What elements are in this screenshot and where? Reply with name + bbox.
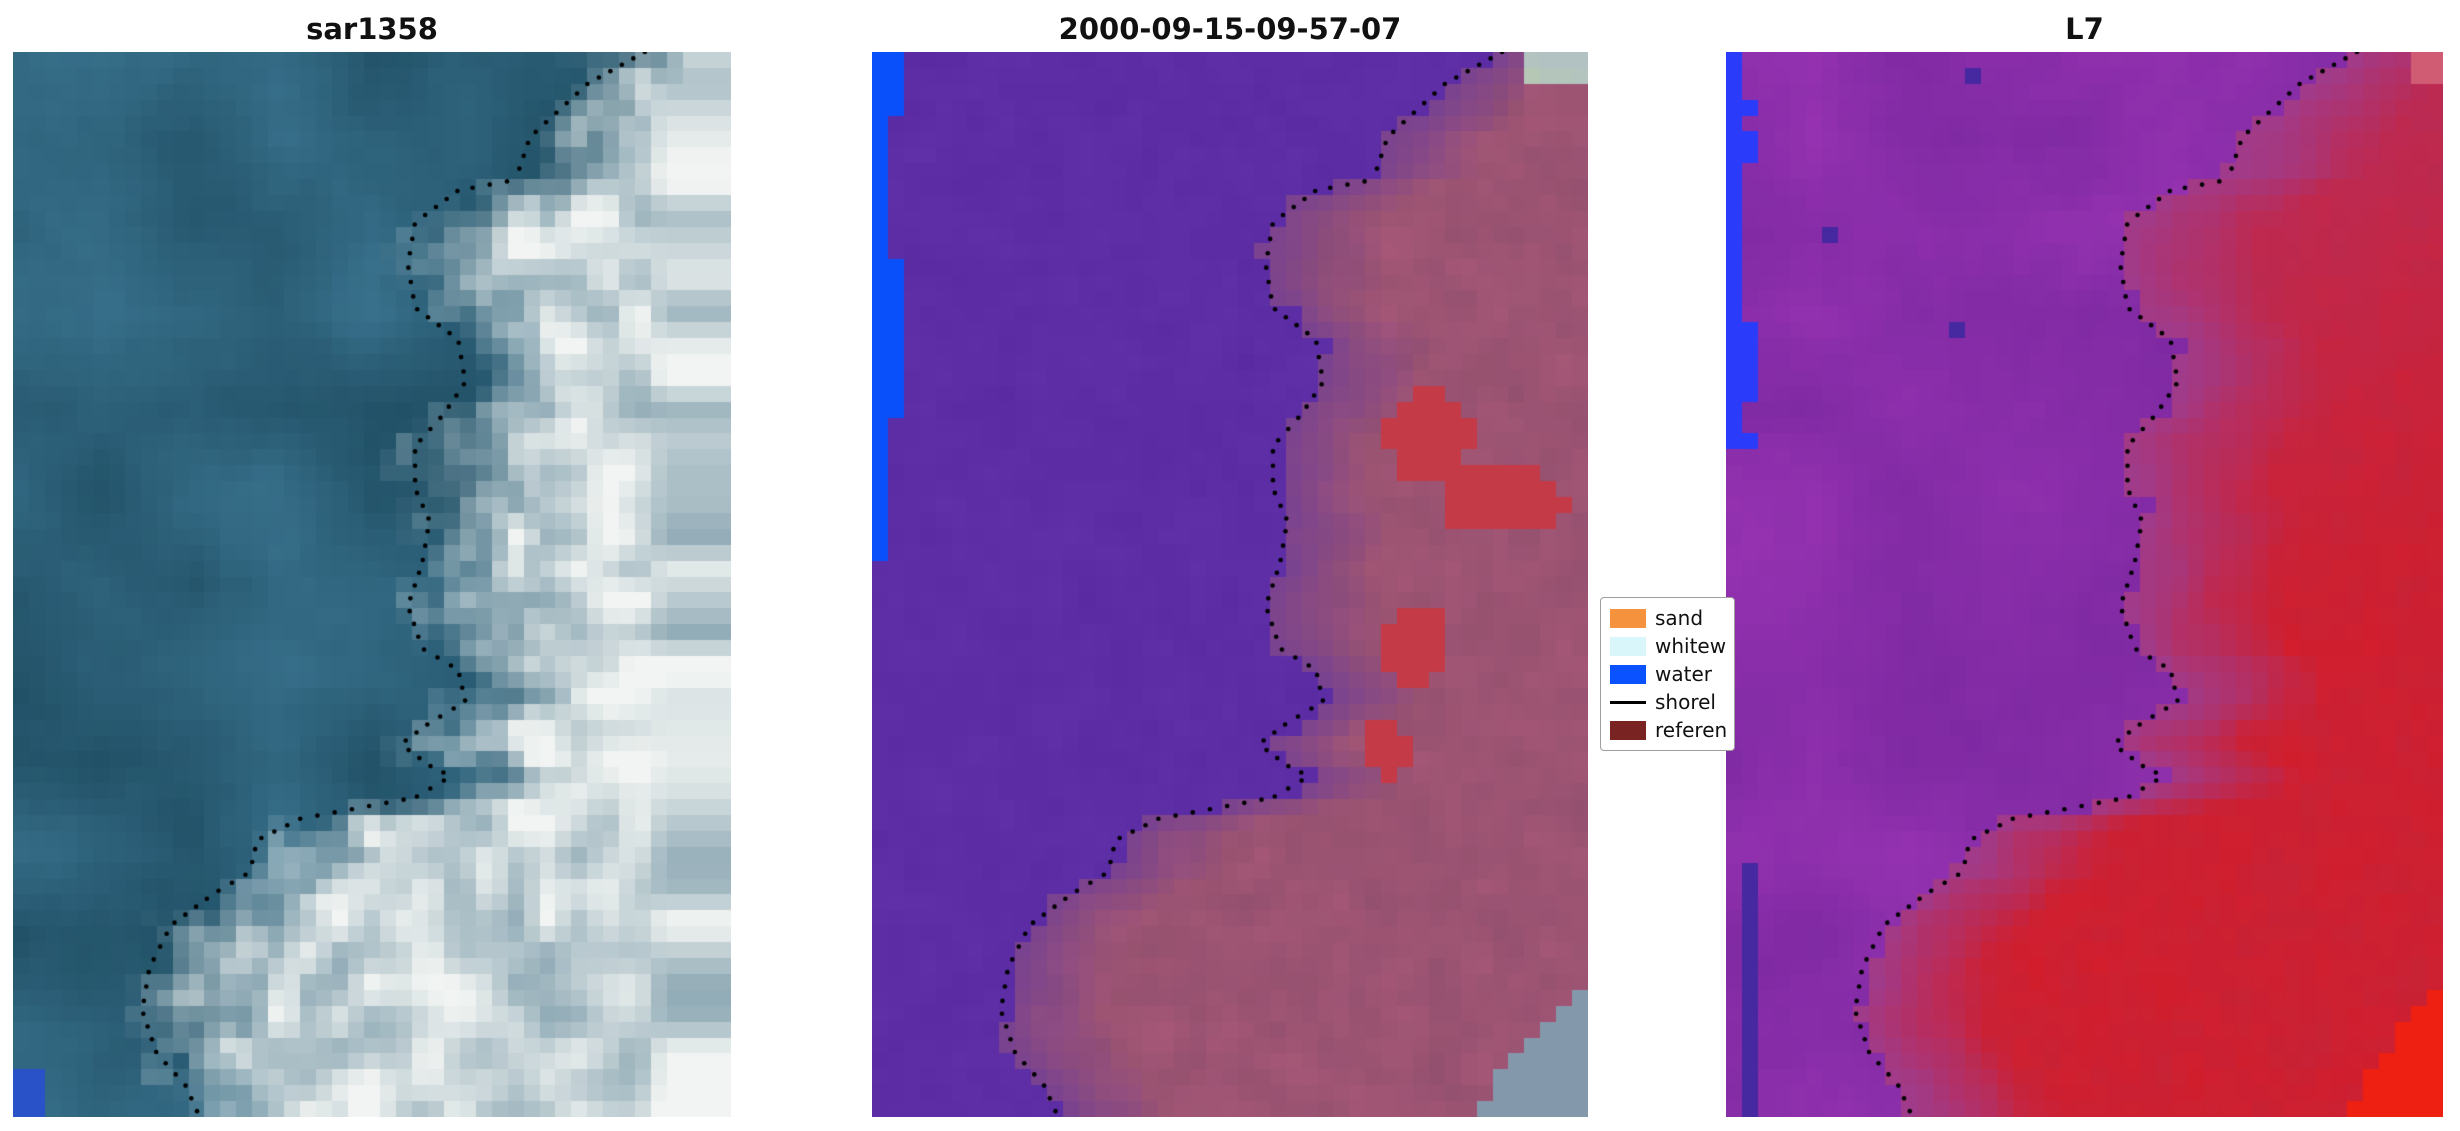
sar-image (13, 52, 731, 1117)
l7-image (1726, 52, 2443, 1117)
whitewater-swatch-icon (1610, 636, 1646, 656)
panel-classified-scene: 2000-09-15-09-57-07 (872, 6, 1588, 1117)
legend-item-whitewater: whitew (1610, 632, 1734, 660)
legend-label-water: water (1655, 662, 1712, 686)
legend-label-shoreline: shorel (1655, 690, 1716, 714)
panel-sar1358: sar1358 (13, 6, 731, 1117)
panel-title-classified-scene: 2000-09-15-09-57-07 (1058, 12, 1402, 46)
reference-shoreline-swatch-icon (1610, 720, 1646, 740)
legend-item-water: water (1610, 660, 1734, 688)
legend-item-sand: sand (1610, 604, 1734, 632)
panel-title-sar1358: sar1358 (306, 12, 438, 46)
legend-label-reference: referen (1655, 718, 1728, 742)
legend-label-sand: sand (1655, 606, 1704, 630)
legend-item-reference: referen (1610, 716, 1734, 744)
classified-image (872, 52, 1588, 1117)
legend-item-shoreline: shorel (1610, 688, 1734, 716)
panel-title-l7: L7 (2065, 12, 2104, 46)
legend-label-whitewater: whitew (1655, 634, 1727, 658)
legend: sand whitew water shorel referen (1600, 597, 1735, 751)
panel-l7: L7 (1726, 6, 2443, 1117)
sand-swatch-icon (1610, 608, 1646, 628)
water-swatch-icon (1610, 664, 1646, 684)
shoreline-swatch-icon (1610, 700, 1646, 704)
